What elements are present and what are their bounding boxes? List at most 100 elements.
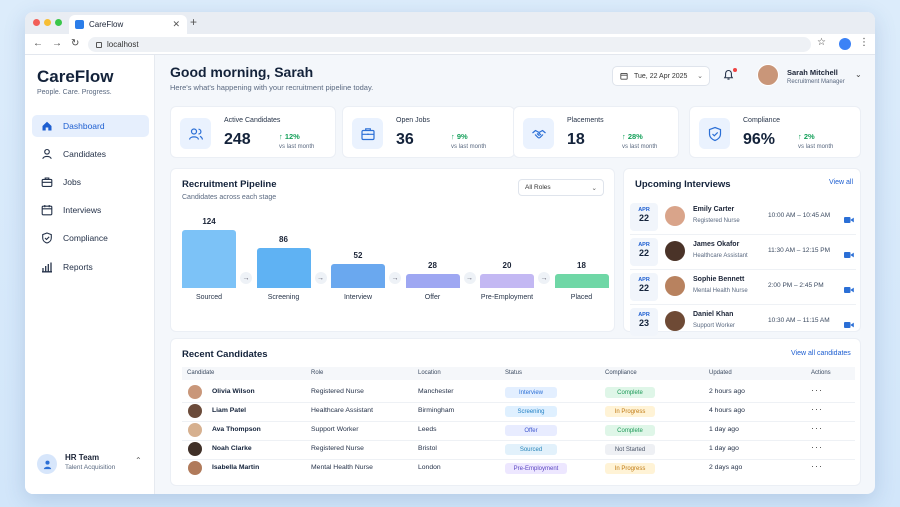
interview-item[interactable]: APR 22 Sophie Bennett Mental Health Nurse 2:… [630, 272, 856, 302]
stat-label: Active Candidates [224, 117, 281, 124]
video-camera-icon[interactable] [844, 211, 854, 229]
video-camera-icon[interactable] [844, 246, 854, 264]
stat-card-compliance[interactable]: Compliance 96% ↑ 2% vs last month [689, 106, 861, 158]
avatar [665, 206, 685, 226]
role-filter-select[interactable]: All Roles ⌄ [518, 179, 604, 196]
pipeline-bar-interview[interactable] [331, 263, 385, 288]
interview-item[interactable]: APR 22 Emily Carter Registered Nurse 10:00 A… [630, 202, 856, 232]
table-row[interactable]: Ava Thompson Support Worker Leeds Offer Comp… [171, 421, 862, 440]
bookmark-star-icon[interactable]: ☆ [817, 37, 826, 48]
interview-month: APR [638, 207, 650, 213]
new-tab-button[interactable]: + [190, 15, 198, 29]
table-row[interactable]: Noah Clarke Registered Nurse Bristol Source… [171, 440, 862, 459]
video-camera-icon[interactable] [844, 316, 854, 334]
stat-card-active-candidates[interactable]: Active Candidates 248 ↑ 12% vs last mont… [170, 106, 336, 158]
person-icon [42, 148, 52, 160]
browser-tab[interactable]: CareFlow ✕ [69, 15, 187, 34]
pipeline-bar-value: 28 [428, 261, 437, 270]
divider [630, 304, 856, 305]
interview-time: 10:00 AM – 10:45 AM [768, 212, 831, 219]
brand-logo[interactable]: CareFlow [37, 67, 114, 86]
sidebar-item-label: Interviews [63, 205, 102, 215]
candidate-name[interactable]: Isabella Martin [212, 464, 260, 471]
pipeline-title: Recruitment Pipeline [182, 179, 277, 190]
status-badge: Pre-Employment [505, 463, 567, 474]
team-subtitle: Talent Acquisition [65, 464, 116, 471]
more-actions-icon[interactable]: ··· [811, 442, 823, 452]
forward-icon[interactable]: → [52, 38, 62, 49]
table-row[interactable]: Olivia Wilson Registered Nurse Manchester I… [171, 383, 862, 402]
app-root: CareFlow People. Care. Progress. Dashboa… [25, 55, 875, 494]
user-name[interactable]: Sarah Mitchell [787, 68, 838, 77]
table-row[interactable]: Liam Patel Healthcare Assistant Birmingham… [171, 402, 862, 421]
compliance-badge: Complete [605, 425, 655, 436]
sidebar-item-interviews[interactable]: Interviews [32, 199, 149, 221]
arrow-right-icon: → [463, 272, 476, 284]
sidebar-item-reports[interactable]: Reports [32, 256, 149, 278]
date-picker[interactable]: Tue, 22 Apr 2025 ⌄ [612, 66, 710, 86]
chevron-down-icon: ⌄ [591, 184, 597, 192]
table-row[interactable]: Isabella Martin Mental Health Nurse London… [171, 459, 862, 478]
candidate-name[interactable]: Noah Clarke [212, 445, 252, 452]
chevron-down-icon[interactable]: ⌄ [855, 70, 862, 79]
page-title: Good morning, Sarah [170, 64, 314, 80]
pipeline-bar-offer[interactable] [405, 274, 460, 288]
candidate-location: Birmingham [418, 407, 455, 414]
avatar [188, 461, 202, 475]
team-switcher[interactable]: HR Team Talent Acquisition ⌃ [37, 450, 147, 480]
compliance-badge: In Progress [605, 463, 655, 474]
pipeline-bar-value: 86 [279, 234, 288, 244]
divider [182, 402, 855, 403]
bell-icon[interactable] [722, 68, 735, 81]
minimize-window-button[interactable] [44, 19, 51, 26]
close-window-button[interactable] [33, 19, 40, 26]
more-actions-icon[interactable]: ··· [811, 404, 823, 414]
compliance-badge: Complete [605, 387, 655, 398]
interview-item[interactable]: APR 23 Daniel Khan Support Worker 10:30 AM –… [630, 307, 856, 337]
back-icon[interactable]: ← [33, 38, 43, 49]
sidebar-item-dashboard[interactable]: Dashboard [32, 115, 149, 137]
pipeline-bar-placed[interactable] [554, 274, 609, 288]
sidebar-item-compliance[interactable]: Compliance [32, 227, 149, 249]
candidate-role: Registered Nurse [311, 388, 364, 395]
sidebar-item-jobs[interactable]: Jobs [32, 171, 149, 193]
interview-date: APR 22 [630, 273, 658, 301]
sidebar-item-candidates[interactable]: Candidates [32, 143, 149, 165]
pipeline-bar-label: Pre-Employment [480, 294, 534, 301]
view-all-candidates-link[interactable]: View all candidates [791, 350, 851, 357]
maximize-window-button[interactable] [55, 19, 62, 26]
interviews-title: Upcoming Interviews [635, 179, 731, 190]
candidate-name[interactable]: Olivia Wilson [212, 388, 255, 395]
status-badge: Sourced [505, 444, 557, 455]
browser-profile-icon[interactable] [839, 38, 851, 50]
tab-close-icon[interactable]: ✕ [172, 19, 180, 29]
user-role: Recruitment Manager [787, 79, 845, 85]
more-actions-icon[interactable]: ··· [811, 385, 823, 395]
interview-month: APR [638, 242, 650, 248]
reload-icon[interactable]: ↻ [71, 38, 80, 49]
candidate-name[interactable]: Liam Patel [212, 407, 246, 414]
stat-card-placements[interactable]: Placements 18 ↑ 28% vs last month [513, 106, 679, 158]
video-camera-icon[interactable] [844, 281, 854, 299]
url-field[interactable]: localhost [88, 37, 811, 52]
sidebar-item-label: Candidates [63, 149, 107, 159]
pipeline-bar-sourced[interactable] [182, 230, 236, 288]
divider [630, 234, 856, 235]
pipeline-bar-screening[interactable] [256, 247, 311, 288]
user-avatar[interactable] [757, 64, 779, 86]
more-actions-icon[interactable]: ··· [811, 423, 823, 433]
interview-item[interactable]: APR 22 James Okafor Healthcare Assistant 11:… [630, 237, 856, 267]
more-actions-icon[interactable]: ··· [811, 461, 823, 471]
stat-label: Compliance [743, 117, 780, 124]
updated-time: 1 day ago [709, 426, 739, 433]
view-all-interviews-link[interactable]: View all [829, 179, 853, 186]
avatar [188, 385, 202, 399]
chevron-down-icon: ⌄ [697, 73, 703, 80]
sidebar-item-label: Compliance [63, 233, 108, 243]
browser-menu-icon[interactable]: ⋮ [859, 37, 869, 48]
stat-card-open-jobs[interactable]: Open Jobs 36 ↑ 9% vs last month [342, 106, 515, 158]
pipeline-chart: 124 Sourced → 86 Screening → 52 Interview → 28 Off… [171, 169, 616, 333]
avatar [665, 311, 685, 331]
pipeline-bar-pre-employment[interactable] [480, 274, 534, 288]
candidate-name[interactable]: Ava Thompson [212, 426, 261, 433]
